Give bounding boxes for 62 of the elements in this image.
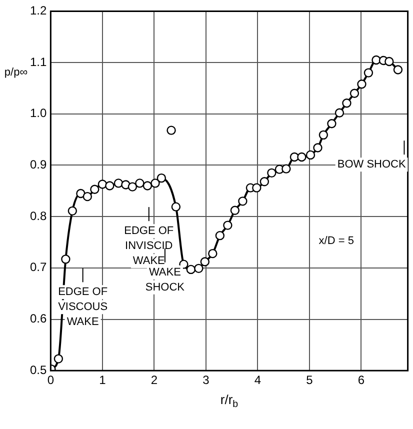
annotation: WAKE SHOCK	[145, 266, 186, 294]
annotation: EDGE OF VISCOUS WAKE	[58, 286, 108, 328]
y-axis-title: p/p∞	[4, 66, 28, 78]
point	[342, 98, 352, 108]
y-tick-label: 0.8	[30, 208, 47, 223]
point	[318, 130, 328, 140]
point	[142, 181, 152, 190]
point	[105, 181, 114, 190]
annotation: BOW SHOCK	[337, 158, 406, 171]
y-tick-label: 0.7	[30, 260, 47, 274]
point	[76, 188, 86, 198]
point	[61, 254, 70, 264]
point	[156, 173, 166, 183]
point	[260, 177, 270, 186]
point	[171, 202, 181, 212]
point	[135, 178, 144, 188]
point	[384, 56, 394, 66]
point	[54, 354, 64, 364]
point	[357, 80, 366, 89]
point	[223, 220, 232, 230]
x-tick-label: 2	[150, 373, 158, 388]
point	[297, 152, 306, 162]
point	[350, 88, 360, 98]
point	[114, 178, 124, 188]
annotation: EDGE OF INVISCID WAKE	[124, 225, 174, 268]
y-tick-label: 1.1	[30, 54, 47, 69]
y-tick-label: 1.2	[30, 4, 47, 18]
point	[267, 168, 276, 178]
point	[364, 68, 374, 78]
point	[90, 184, 100, 194]
point	[290, 152, 300, 162]
x-tick-label: 4	[254, 373, 262, 388]
y-tick-label: 0.9	[30, 158, 47, 172]
point	[238, 196, 248, 206]
point	[166, 126, 176, 135]
point	[327, 119, 336, 128]
point	[128, 182, 138, 192]
point	[98, 180, 108, 189]
x-tick-label: 5	[306, 373, 314, 388]
y-tick-label: 1.0	[30, 106, 47, 120]
point	[215, 230, 225, 240]
point	[393, 65, 403, 74]
point	[230, 206, 240, 216]
x-tick-label: 0	[47, 373, 54, 388]
point	[150, 178, 160, 188]
point	[200, 257, 210, 266]
y-tick-label: 0.6	[30, 312, 47, 326]
point	[194, 264, 204, 274]
point	[306, 150, 316, 160]
point	[82, 192, 92, 202]
y-tick-label: 0.5	[30, 362, 47, 377]
point	[334, 108, 344, 118]
annotation: x/D = 5	[318, 235, 354, 248]
point	[186, 264, 196, 274]
x-tick-label: 3	[202, 373, 210, 388]
point	[208, 248, 218, 258]
point	[313, 143, 322, 152]
point	[68, 206, 78, 216]
point	[252, 183, 262, 192]
x-tick-label: 6	[358, 373, 365, 388]
point	[282, 164, 291, 174]
x-tick-label: 1	[99, 373, 106, 388]
